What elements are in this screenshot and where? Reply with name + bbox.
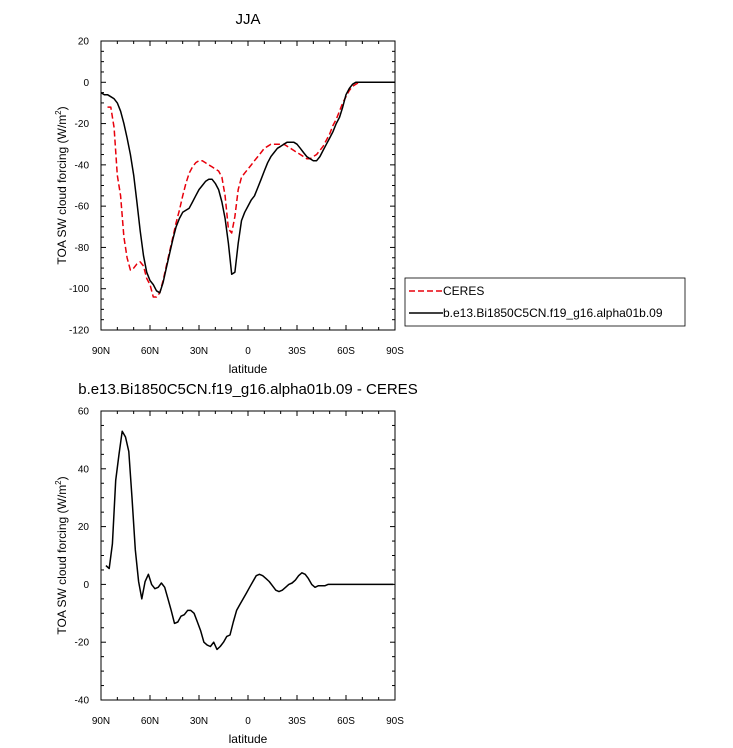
y-axis-title: TOA SW cloud forcing (W/m2)	[54, 106, 69, 264]
x-tick-label: 30N	[190, 716, 208, 727]
y-tick-label: -40	[75, 160, 90, 171]
chart-title: b.e13.Bi1850C5CN.f19_g16.alpha01b.09 - C…	[78, 381, 417, 398]
chart-title: JJA	[235, 11, 260, 28]
x-tick-label: 60N	[141, 716, 159, 727]
y-tick-label: -100	[69, 284, 89, 295]
x-tick-label: 0	[245, 346, 251, 357]
y-tick-label: -80	[75, 243, 90, 254]
y-tick-label: -20	[75, 638, 90, 649]
x-tick-label: 60N	[141, 346, 159, 357]
x-tick-label: 60S	[337, 716, 355, 727]
chart-panel-2: b.e13.Bi1850C5CN.f19_g16.alpha01b.09 - C…	[54, 381, 418, 746]
series-line-ceres	[107, 81, 392, 298]
y-tick-label: -60	[75, 202, 90, 213]
legend-label: b.e13.Bi1850C5CN.f19_g16.alpha01b.09	[443, 306, 663, 320]
x-tick-label: 60S	[337, 346, 355, 357]
y-tick-label: -120	[69, 326, 89, 337]
series-line-difference	[105, 430, 394, 651]
series-line-model	[101, 81, 395, 294]
y-tick-label: 0	[83, 78, 89, 89]
plot-frame	[100, 410, 396, 701]
y-tick-label: 40	[78, 464, 90, 475]
x-tick-label: 90S	[386, 716, 404, 727]
x-tick-label: 90N	[92, 346, 110, 357]
y-tick-label: 0	[83, 580, 89, 591]
legend-box	[404, 277, 686, 327]
y-tick-label: -20	[75, 119, 90, 130]
y-axis-title: TOA SW cloud forcing (W/m2)	[54, 476, 69, 634]
x-tick-label: 90N	[92, 716, 110, 727]
x-axis-title: latitude	[229, 362, 268, 376]
chart-panel-1: JJA 90N 60N 30N 0 30S 60S 90S -120 -100 -80 -60 -40 -…	[54, 11, 686, 376]
y-tick-label: 20	[78, 522, 90, 533]
y-tick-label: -40	[75, 696, 90, 707]
legend: CERES b.e13.Bi1850C5CN.f19_g16.alpha01b.0…	[404, 277, 686, 327]
x-tick-label: 0	[245, 716, 251, 727]
x-tick-label: 30S	[288, 716, 306, 727]
y-tick-label: 60	[78, 407, 90, 418]
x-tick-label: 30N	[190, 346, 208, 357]
plot-frame	[100, 40, 396, 331]
y-tick-label: 20	[78, 37, 90, 48]
legend-label: CERES	[443, 284, 484, 298]
x-axis-title: latitude	[229, 732, 268, 746]
x-tick-label: 90S	[386, 346, 404, 357]
x-tick-label: 30S	[288, 346, 306, 357]
